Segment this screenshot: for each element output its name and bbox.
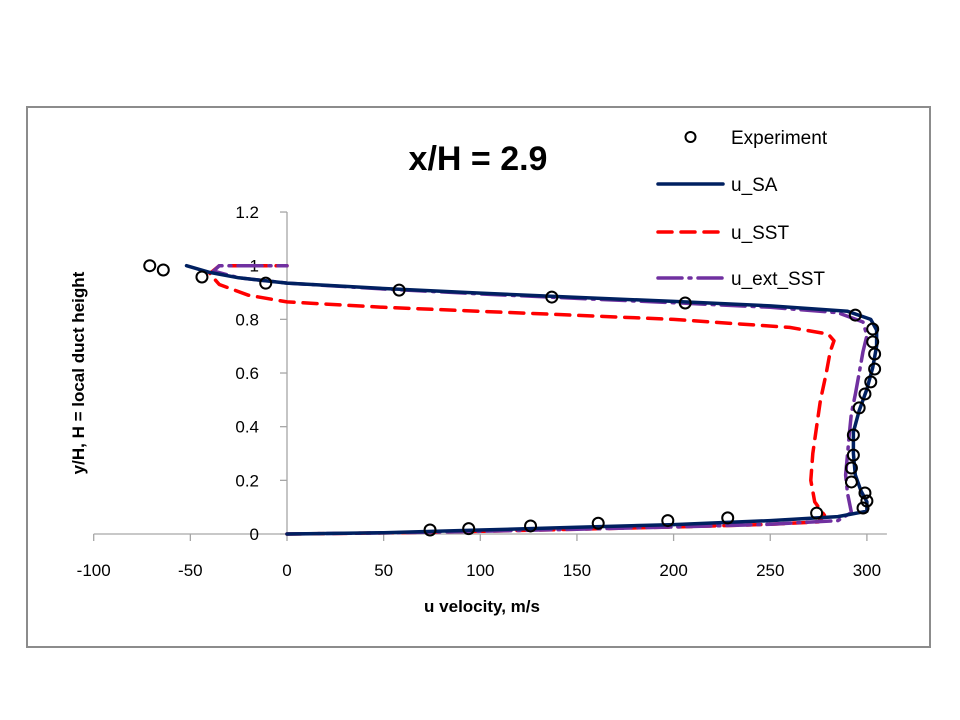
experiment-point bbox=[866, 322, 880, 336]
y-axis-title: y/H, H = local duct height bbox=[69, 271, 88, 474]
experiment-point bbox=[156, 263, 170, 277]
legend-item-u-sa: u_SA bbox=[656, 175, 778, 196]
y-tick-label: 0.6 bbox=[235, 364, 259, 383]
legend: Experiment u_SA u_SST u_ext_SST bbox=[656, 128, 828, 290]
y-tick-label: 0.2 bbox=[235, 471, 259, 490]
experiment-point bbox=[858, 486, 872, 500]
experiment-point bbox=[392, 283, 406, 297]
experiment-point bbox=[868, 362, 882, 376]
experiment-point bbox=[545, 290, 559, 304]
x-tick-label: -50 bbox=[178, 561, 203, 580]
experiment-point bbox=[866, 335, 880, 349]
experiment-point bbox=[524, 519, 538, 533]
x-axis-title: u velocity, m/s bbox=[424, 597, 540, 616]
chart-frame bbox=[26, 106, 931, 648]
experiment-point bbox=[591, 516, 605, 530]
chart-title: x/H = 2.9 bbox=[409, 140, 548, 178]
experiment-point bbox=[462, 522, 476, 536]
experiment-point bbox=[856, 501, 870, 515]
experiment-point bbox=[860, 494, 874, 508]
legend-label: u_SST bbox=[731, 223, 789, 244]
legend-item-u-ext-sst: u_ext_SST bbox=[656, 269, 825, 290]
experiment-point bbox=[852, 401, 866, 415]
x-tick-label: 250 bbox=[756, 561, 784, 580]
y-tick-label: 0 bbox=[250, 525, 259, 544]
x-tick-label: 50 bbox=[374, 561, 393, 580]
experiment-point bbox=[848, 308, 862, 322]
y-tick-label: 1.2 bbox=[235, 203, 259, 222]
legend-item-u-sst: u_SST bbox=[656, 223, 789, 244]
experiment-point bbox=[868, 347, 882, 361]
experiment-point bbox=[846, 448, 860, 462]
x-tick-label: 200 bbox=[659, 561, 687, 580]
series-layer bbox=[143, 259, 882, 537]
experiment-point bbox=[844, 461, 858, 475]
x-tick-label: 100 bbox=[466, 561, 494, 580]
legend-label: u_ext_SST bbox=[731, 269, 825, 290]
experiment-point bbox=[661, 514, 675, 528]
experiment-point bbox=[810, 506, 824, 520]
y-tick-label: 0.8 bbox=[235, 310, 259, 329]
legend-label: u_SA bbox=[731, 175, 778, 196]
experiment-point bbox=[721, 511, 735, 525]
experiment-point bbox=[858, 387, 872, 401]
x-tick-label: 0 bbox=[282, 561, 291, 580]
x-tick-label: -100 bbox=[77, 561, 111, 580]
experiment-point bbox=[143, 259, 157, 273]
y-tick-label: 0.4 bbox=[235, 418, 259, 437]
experiment-point bbox=[678, 296, 692, 310]
experiment-point bbox=[195, 270, 209, 284]
series-line-u-sst bbox=[207, 263, 836, 536]
x-tick-label: 150 bbox=[563, 561, 591, 580]
axes: -100 -50 0 50 100 150 200 250 30000.20.40.60.811… bbox=[77, 203, 887, 580]
x-tick-label: 300 bbox=[853, 561, 881, 580]
series-line-u-sa bbox=[184, 263, 879, 536]
experiment-point bbox=[259, 276, 273, 290]
experiment-point bbox=[846, 428, 860, 442]
experiment-point bbox=[844, 475, 858, 489]
legend-marker-circle bbox=[684, 131, 697, 143]
legend-item-experiment: Experiment bbox=[684, 128, 828, 149]
experiment-point bbox=[864, 375, 878, 389]
legend-label: Experiment bbox=[731, 128, 828, 149]
experiment-point bbox=[423, 523, 437, 537]
